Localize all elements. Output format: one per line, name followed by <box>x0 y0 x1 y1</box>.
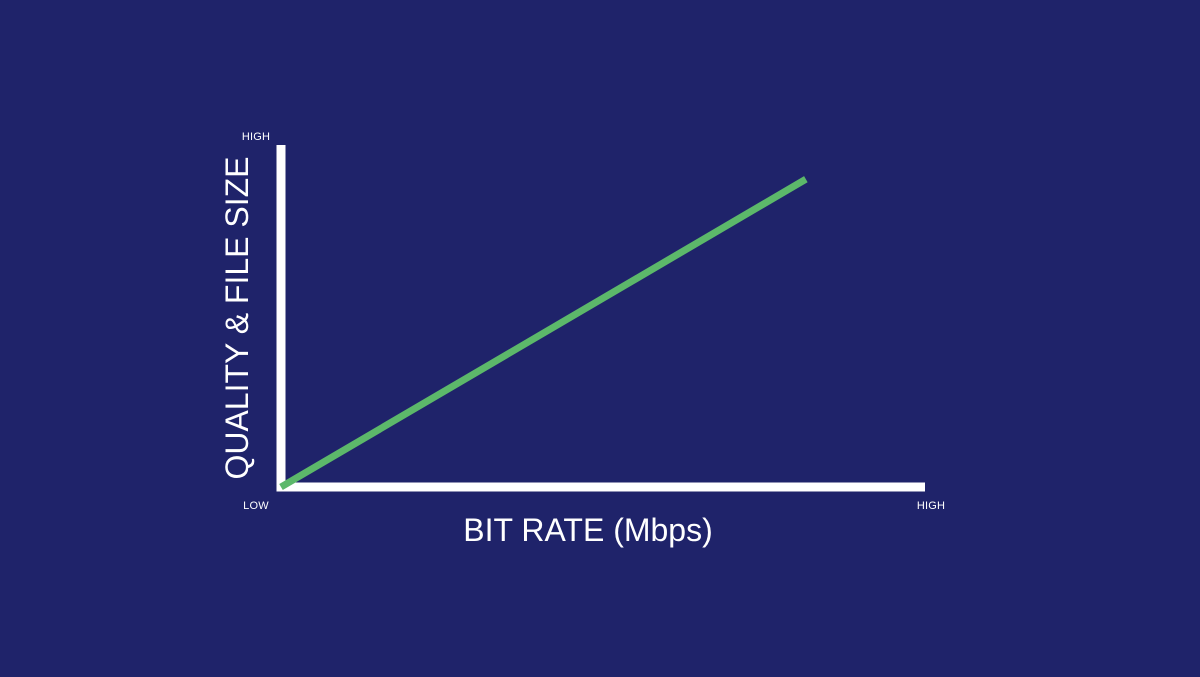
y-axis-high-label: HIGH <box>242 131 270 143</box>
series-line <box>279 176 808 491</box>
plot-area <box>276 145 925 492</box>
y-axis-title: QUALITY & FILE SIZE <box>219 156 255 479</box>
series-layer <box>279 176 808 491</box>
x-axis-high-label: HIGH <box>917 500 945 512</box>
x-axis-low-label: LOW <box>243 500 269 512</box>
x-axis-title: BIT RATE (Mbps) <box>463 512 713 548</box>
